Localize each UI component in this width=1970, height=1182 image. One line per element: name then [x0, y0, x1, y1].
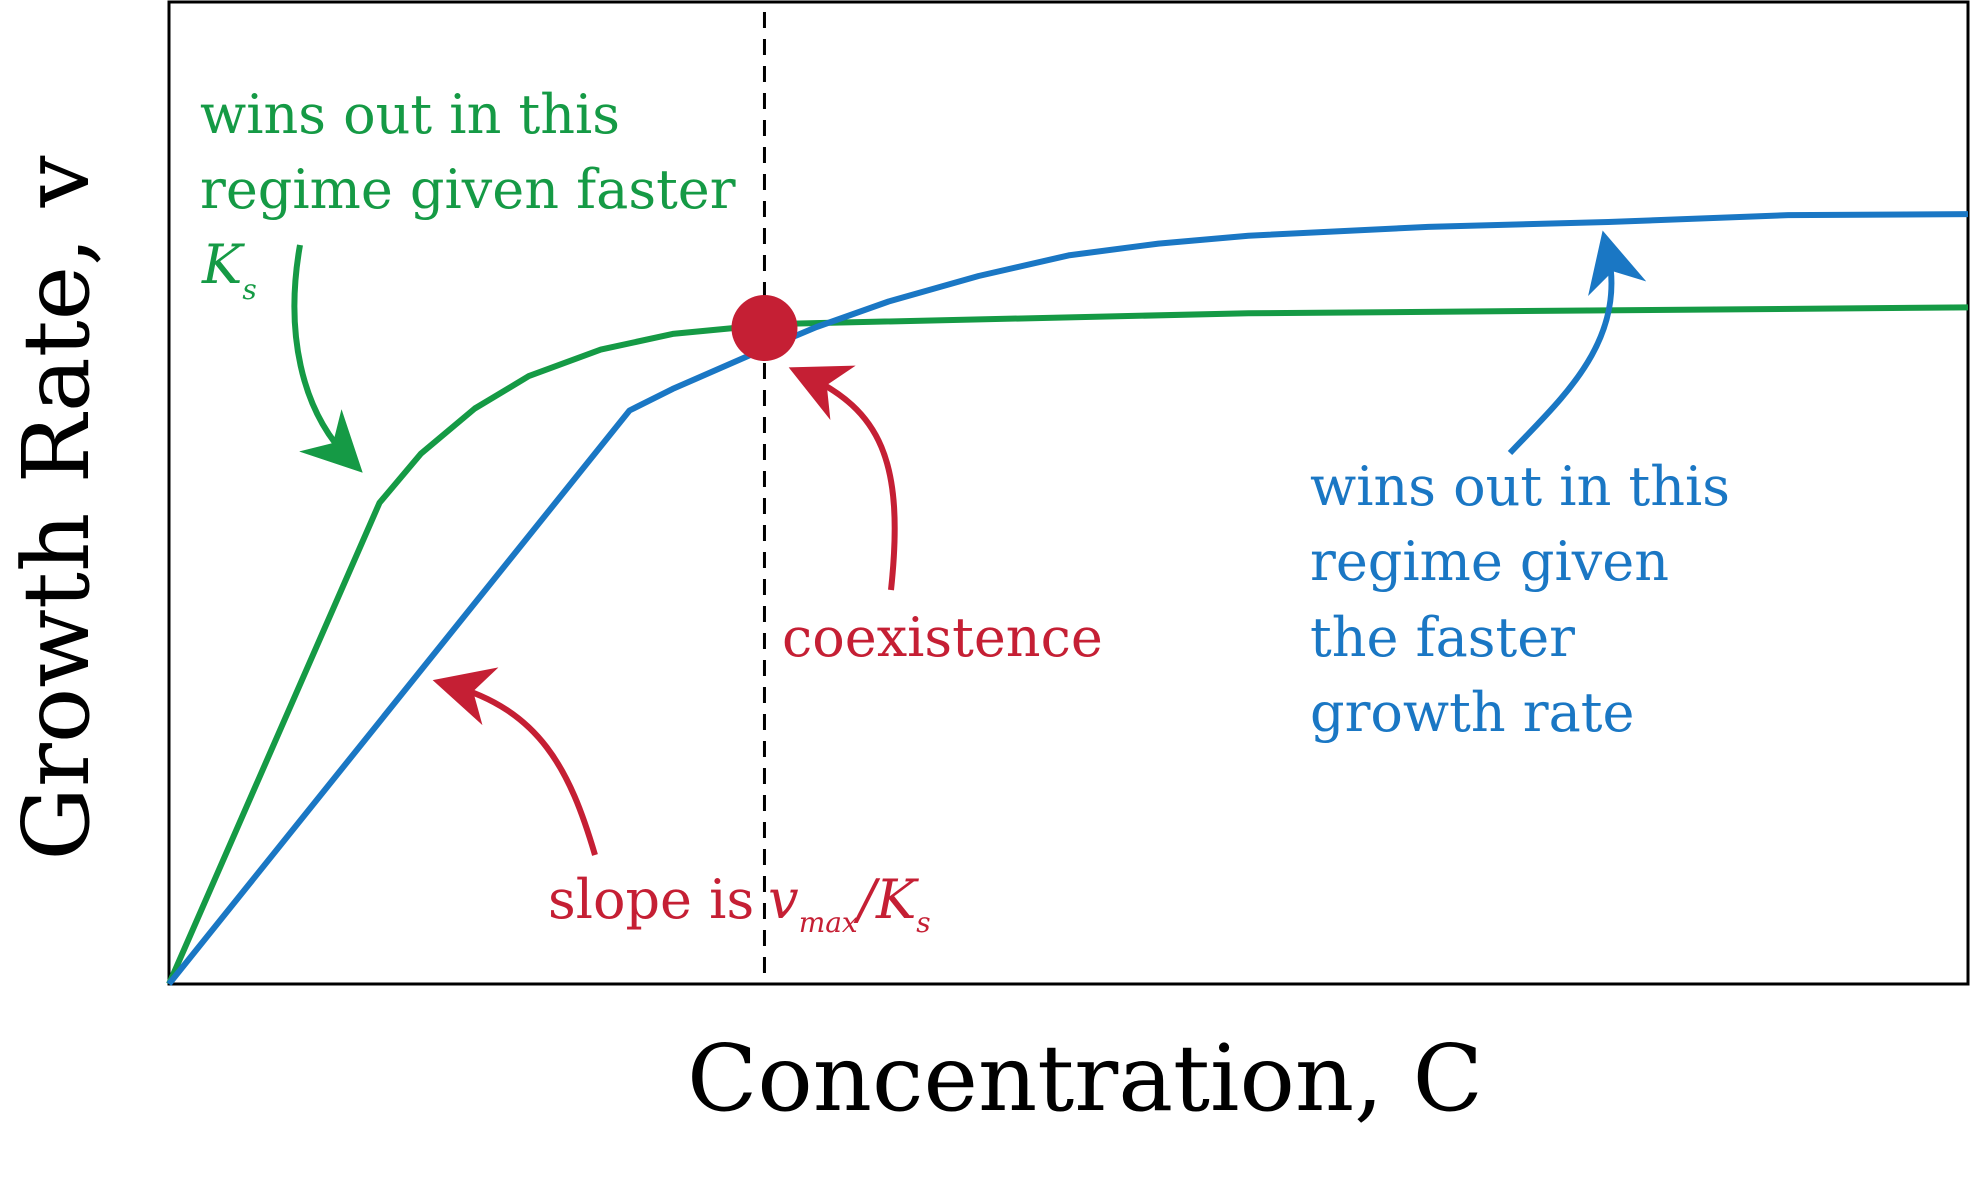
- blue-annotation-arrow: [1507, 230, 1647, 456]
- blue-annotation: wins out in this regime given the faster…: [1310, 455, 1730, 744]
- green-annotation: wins out in this regime given faster Ks: [200, 83, 736, 306]
- coexistence-annotation-arrow: [788, 365, 898, 591]
- slope-v: v: [768, 868, 799, 931]
- green-ks-sub: s: [242, 273, 256, 306]
- series-line-green: [166, 304, 1969, 986]
- y-axis-label: Growth Rate, v: [3, 155, 110, 860]
- slope-prefix: slope is: [548, 868, 754, 931]
- green-annotation-line-2: regime given faster: [200, 158, 736, 221]
- slope-annotation-arrow: [432, 667, 598, 856]
- slope-v-sub: max: [799, 906, 858, 939]
- plot-frame: [167, 0, 1970, 986]
- blue-annotation-line-2: regime given: [1310, 530, 1669, 593]
- slope-k-sub: s: [916, 906, 930, 939]
- coexistence-label: coexistence: [782, 606, 1103, 669]
- series-line-blue: [166, 211, 1969, 986]
- blue-annotation-line-3: the faster: [1310, 606, 1575, 669]
- slope-label: slope is vmax/Ks: [548, 868, 931, 939]
- x-axis-label: Concentration, C: [687, 1025, 1483, 1132]
- green-annotation-arrow: [291, 244, 363, 473]
- green-annotation-ks: Ks: [201, 233, 257, 306]
- slope-k: K: [875, 868, 919, 931]
- green-ks-base: K: [201, 233, 245, 296]
- green-annotation-line-1: wins out in this: [200, 83, 620, 146]
- blue-annotation-line-4: growth rate: [1310, 681, 1634, 744]
- coexistence-point: [731, 295, 798, 362]
- blue-annotation-line-1: wins out in this: [1310, 455, 1730, 518]
